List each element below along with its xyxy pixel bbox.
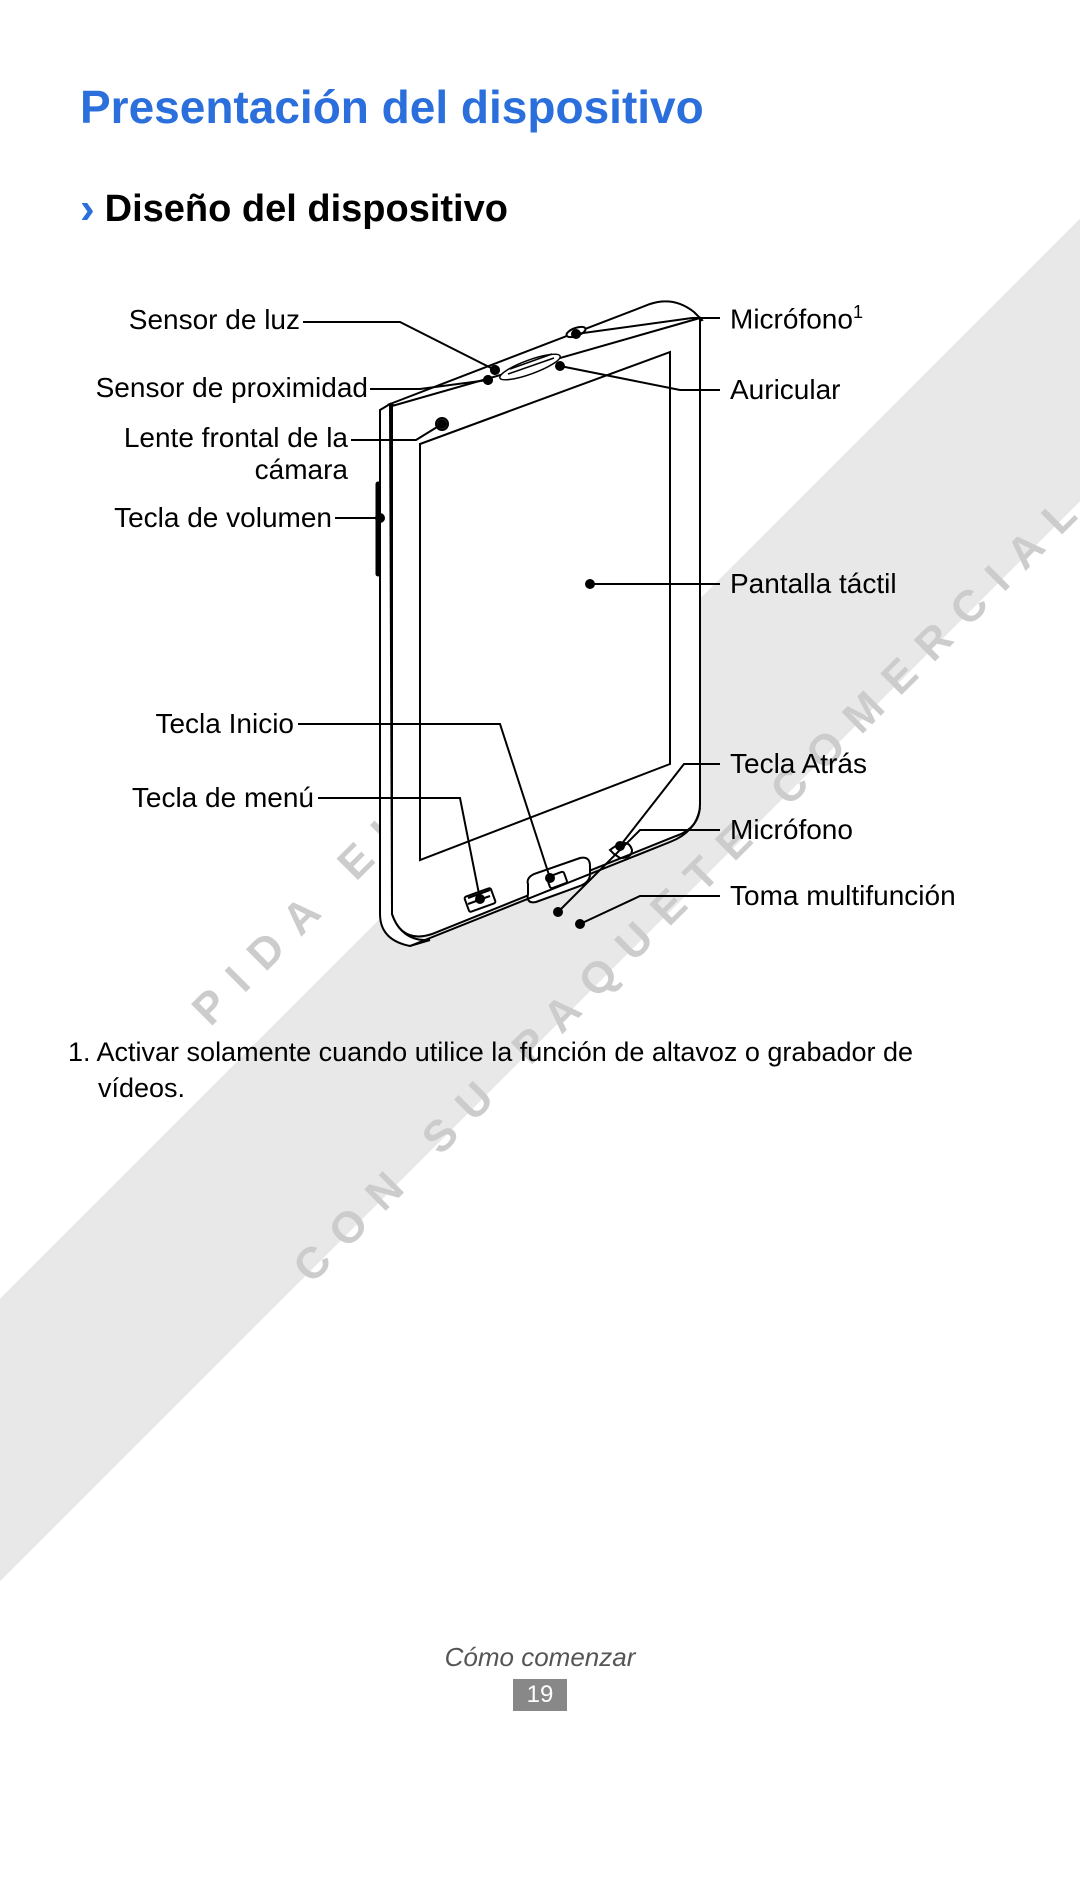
label-home-key: Tecla Inicio (155, 708, 294, 740)
bottom-edge (410, 808, 700, 946)
label-back-key: Tecla Atrás (730, 748, 867, 780)
label-mic-top: Micrófono1 (730, 302, 863, 335)
chevron-icon: › (80, 184, 95, 234)
section-subtitle: Diseño del dispositivo (105, 188, 508, 231)
page-footer: Cómo comenzar 19 (0, 1642, 1080, 1711)
label-front-camera-l1: Lente frontal de la (124, 422, 348, 453)
label-front-camera-l2: cámara (255, 454, 348, 485)
leader-proximity_sensor (370, 380, 488, 389)
label-touchscreen: Pantalla táctil (730, 568, 897, 600)
leader-earpiece (560, 366, 720, 390)
footnote: 1. Activar solamente cuando utilice la f… (80, 1034, 1000, 1107)
phone-illustration (378, 301, 702, 946)
leader-dot-menu_key (476, 895, 484, 903)
dot-front-cam (436, 418, 448, 430)
leader-dot-touchscreen (586, 580, 594, 588)
label-multijack: Toma multifunción (730, 880, 956, 912)
leader-mic_top (576, 318, 720, 334)
leader-dot-earpiece (556, 362, 564, 370)
leader-lines (298, 318, 720, 928)
leader-dot-light_sensor (491, 366, 499, 374)
page-number: 19 (513, 1679, 568, 1711)
leader-dot-home_key (546, 874, 554, 882)
label-menu-key: Tecla de menú (132, 782, 314, 814)
label-earpiece: Auricular (730, 374, 840, 406)
leader-front_camera (351, 424, 442, 440)
back-key-icon (610, 843, 632, 858)
leader-light_sensor (303, 322, 495, 370)
leader-menu_key (318, 798, 480, 899)
leader-back_key (620, 764, 720, 846)
menu-key-icon (464, 888, 496, 913)
subtitle-row: › Diseño del dispositivo (80, 184, 1000, 234)
label-light-sensor: Sensor de luz (129, 304, 300, 336)
leader-dot-volume_key (376, 514, 384, 522)
dot-sensor-2 (484, 376, 492, 384)
top-mic-slot (565, 325, 587, 339)
page-title: Presentación del dispositivo (80, 80, 1000, 134)
phone-side (380, 404, 430, 946)
leader-mic (558, 830, 720, 912)
label-proximity-sensor: Sensor de proximidad (96, 372, 368, 404)
leader-dot-mic (554, 908, 562, 916)
leader-dot-mic_top (572, 330, 580, 338)
leader-dot-front_camera (438, 420, 446, 428)
phone-front (392, 318, 700, 937)
label-volume-key: Tecla de volumen (114, 502, 332, 534)
phone-screen (420, 352, 670, 860)
page-content: Presentación del dispositivo › Diseño de… (0, 0, 1080, 1107)
leader-multijack (580, 896, 720, 924)
leader-dot-proximity_sensor (484, 376, 492, 384)
label-mic-top-text: Micrófono (730, 303, 853, 334)
device-diagram: Sensor de luz Sensor de proximidad Lente… (80, 274, 1000, 994)
dot-sensor-1 (491, 366, 499, 374)
earpiece-grill (498, 349, 563, 384)
label-front-camera: Lente frontal de la cámara (124, 422, 348, 486)
label-mic: Micrófono (730, 814, 853, 846)
home-button (528, 858, 590, 903)
phone-top (390, 301, 702, 422)
leader-dot-multijack (576, 920, 584, 928)
footer-section: Cómo comenzar (0, 1642, 1080, 1673)
leader-home_key (298, 724, 550, 878)
label-mic-top-sup: 1 (853, 302, 863, 322)
leader-dot-back_key (616, 842, 624, 850)
